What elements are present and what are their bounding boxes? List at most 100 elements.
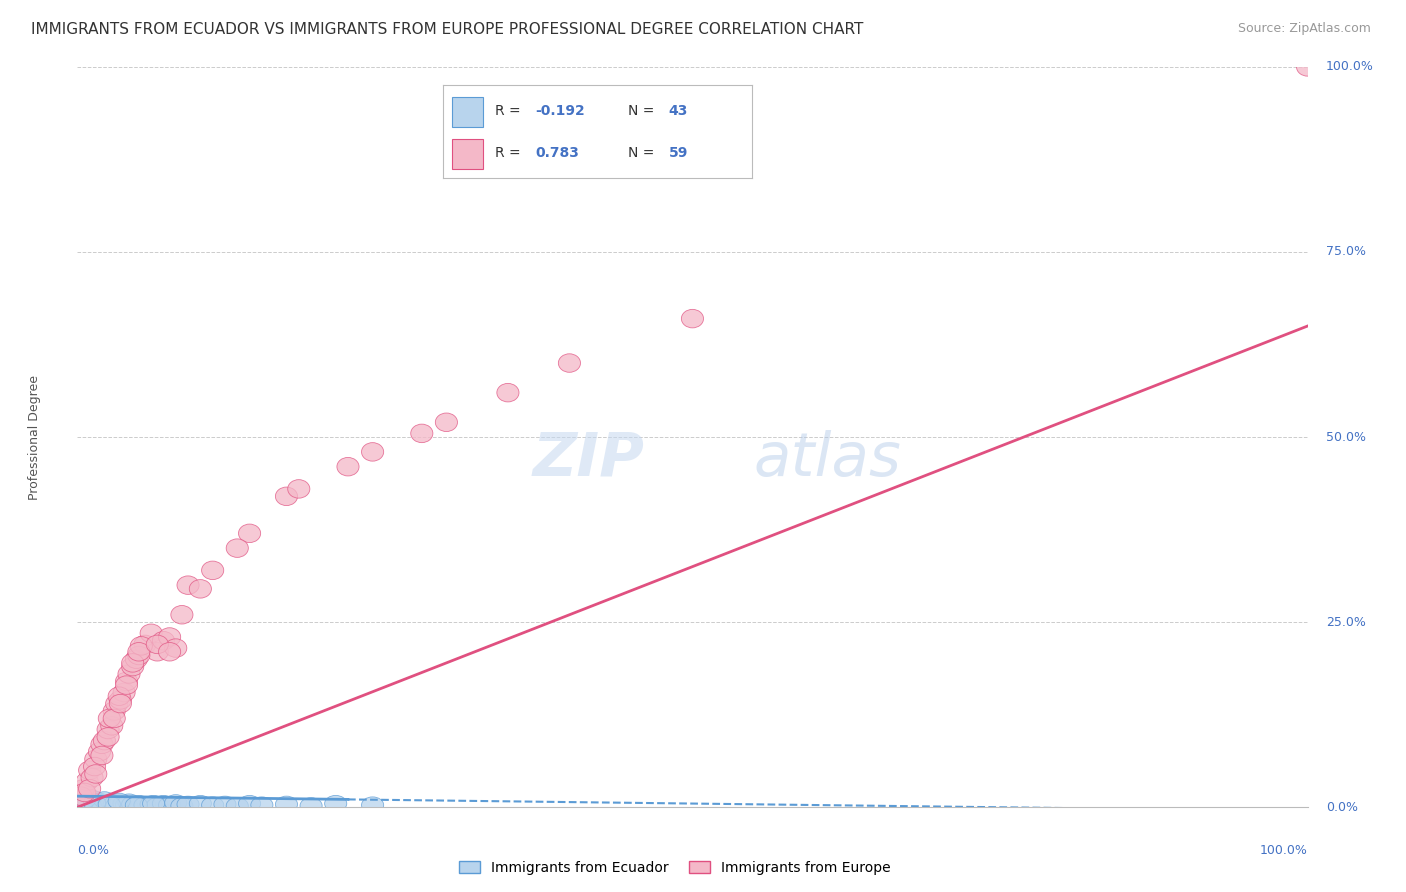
Text: 75.0%: 75.0%	[1326, 245, 1367, 259]
Ellipse shape	[146, 642, 169, 661]
Ellipse shape	[79, 780, 101, 798]
Text: 50.0%: 50.0%	[1326, 431, 1367, 443]
Ellipse shape	[118, 665, 141, 683]
Text: R =: R =	[495, 104, 526, 118]
Ellipse shape	[152, 796, 174, 812]
Ellipse shape	[76, 772, 98, 790]
Text: 100.0%: 100.0%	[1260, 844, 1308, 857]
Ellipse shape	[337, 458, 359, 476]
Ellipse shape	[122, 654, 143, 673]
Ellipse shape	[110, 795, 132, 811]
Ellipse shape	[239, 524, 260, 542]
Text: -0.192: -0.192	[536, 104, 585, 118]
Ellipse shape	[97, 720, 120, 739]
Text: N =: N =	[628, 146, 659, 160]
Ellipse shape	[70, 787, 91, 805]
Ellipse shape	[159, 628, 180, 646]
Ellipse shape	[141, 797, 162, 813]
Ellipse shape	[70, 797, 91, 814]
Ellipse shape	[125, 650, 148, 668]
Ellipse shape	[103, 702, 125, 720]
Ellipse shape	[73, 780, 94, 798]
Ellipse shape	[103, 709, 125, 728]
Ellipse shape	[299, 797, 322, 814]
Ellipse shape	[108, 793, 131, 809]
Ellipse shape	[105, 694, 128, 713]
Ellipse shape	[91, 795, 112, 811]
Ellipse shape	[250, 797, 273, 814]
Ellipse shape	[93, 731, 115, 750]
Ellipse shape	[101, 716, 122, 735]
Ellipse shape	[201, 797, 224, 814]
Ellipse shape	[89, 793, 111, 809]
Ellipse shape	[112, 683, 135, 702]
Ellipse shape	[201, 561, 224, 580]
Ellipse shape	[172, 606, 193, 624]
Text: 0.0%: 0.0%	[77, 844, 110, 857]
Text: 59: 59	[669, 146, 688, 160]
Ellipse shape	[361, 442, 384, 461]
Ellipse shape	[146, 797, 169, 814]
Ellipse shape	[115, 676, 138, 694]
Ellipse shape	[226, 797, 249, 814]
Ellipse shape	[115, 797, 138, 814]
Text: ZIP: ZIP	[533, 430, 644, 489]
Ellipse shape	[76, 788, 98, 805]
Ellipse shape	[141, 624, 162, 642]
Ellipse shape	[84, 764, 107, 783]
Text: 25.0%: 25.0%	[1326, 615, 1365, 629]
Ellipse shape	[165, 639, 187, 657]
Ellipse shape	[82, 790, 103, 806]
Ellipse shape	[177, 576, 200, 594]
Ellipse shape	[190, 796, 211, 812]
Ellipse shape	[172, 797, 193, 814]
Ellipse shape	[558, 354, 581, 372]
Ellipse shape	[110, 694, 132, 713]
Ellipse shape	[134, 797, 156, 814]
Ellipse shape	[436, 413, 457, 432]
Ellipse shape	[125, 797, 148, 814]
Ellipse shape	[98, 709, 121, 728]
Ellipse shape	[131, 637, 152, 655]
Ellipse shape	[83, 757, 105, 776]
Text: N =: N =	[628, 104, 659, 118]
Ellipse shape	[146, 635, 169, 654]
Ellipse shape	[122, 657, 143, 676]
Ellipse shape	[83, 795, 105, 811]
Ellipse shape	[108, 687, 131, 706]
Ellipse shape	[190, 580, 211, 599]
Text: 100.0%: 100.0%	[1326, 61, 1374, 73]
Ellipse shape	[276, 487, 298, 506]
Ellipse shape	[411, 424, 433, 442]
Ellipse shape	[682, 310, 703, 328]
Ellipse shape	[361, 797, 384, 814]
Ellipse shape	[73, 792, 96, 808]
Ellipse shape	[93, 792, 115, 808]
Ellipse shape	[118, 794, 141, 810]
Text: 43: 43	[669, 104, 688, 118]
Ellipse shape	[98, 797, 121, 813]
Ellipse shape	[112, 796, 135, 812]
Ellipse shape	[91, 747, 112, 764]
Ellipse shape	[105, 797, 128, 814]
Ellipse shape	[89, 742, 111, 761]
Ellipse shape	[103, 797, 125, 813]
Ellipse shape	[177, 797, 200, 813]
Ellipse shape	[82, 768, 103, 787]
Ellipse shape	[128, 646, 150, 665]
Ellipse shape	[101, 794, 122, 810]
Ellipse shape	[239, 796, 260, 812]
Ellipse shape	[84, 797, 107, 813]
Ellipse shape	[84, 750, 107, 768]
Ellipse shape	[152, 632, 174, 650]
Ellipse shape	[128, 796, 150, 812]
Ellipse shape	[165, 795, 187, 811]
Ellipse shape	[73, 793, 94, 809]
Ellipse shape	[79, 761, 101, 780]
Ellipse shape	[496, 384, 519, 402]
Ellipse shape	[97, 728, 120, 747]
Text: 0.0%: 0.0%	[1326, 801, 1358, 814]
Text: IMMIGRANTS FROM ECUADOR VS IMMIGRANTS FROM EUROPE PROFESSIONAL DEGREE CORRELATIO: IMMIGRANTS FROM ECUADOR VS IMMIGRANTS FR…	[31, 22, 863, 37]
Ellipse shape	[79, 796, 101, 812]
FancyBboxPatch shape	[453, 97, 484, 127]
